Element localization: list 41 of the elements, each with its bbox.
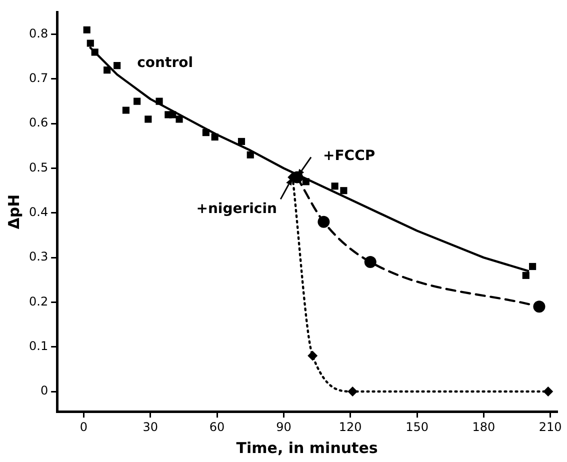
series-label: control <box>137 55 194 72</box>
x-axis-title: Time, in minutes <box>236 438 378 457</box>
x-tick-label: 210 <box>538 420 562 434</box>
y-tick-label: 0.3 <box>28 250 48 264</box>
point <box>144 116 152 123</box>
annotation: +FCCP <box>322 148 376 164</box>
point <box>529 262 536 270</box>
annotation: +nigericin <box>196 200 277 217</box>
x-tick-label: 120 <box>338 420 362 434</box>
point <box>543 386 554 397</box>
y-axis-title: ΔpH <box>4 194 23 230</box>
point <box>238 138 246 146</box>
point <box>122 106 130 114</box>
point <box>86 40 94 47</box>
x-tick-label: 30 <box>142 420 158 434</box>
point <box>114 62 121 70</box>
y-tick-label: 0.4 <box>28 205 48 220</box>
x-tick-label: 60 <box>209 420 225 434</box>
point <box>318 216 330 228</box>
point <box>364 256 376 268</box>
y-tick-label: 0.8 <box>28 26 48 40</box>
point <box>340 187 348 194</box>
point <box>348 386 358 397</box>
point <box>83 26 90 34</box>
y-tick-label: 0.2 <box>28 294 48 308</box>
x-tick-label: 0 <box>80 420 88 434</box>
point <box>246 151 254 158</box>
y-tick-label: 0 <box>40 384 48 398</box>
point <box>331 182 338 190</box>
point <box>522 272 530 279</box>
x-tick-label: 180 <box>472 420 496 434</box>
point <box>134 98 141 105</box>
x-tick-label: 150 <box>406 420 428 434</box>
y-tick-label: 0.7 <box>28 71 48 86</box>
point <box>533 300 546 313</box>
x-tick-label: 90 <box>276 420 292 434</box>
point <box>104 66 111 74</box>
point <box>308 350 318 361</box>
y-tick-label: 0.6 <box>28 116 48 130</box>
y-tick-label: 0.5 <box>28 160 48 174</box>
y-tick-label: 0.1 <box>28 338 48 353</box>
